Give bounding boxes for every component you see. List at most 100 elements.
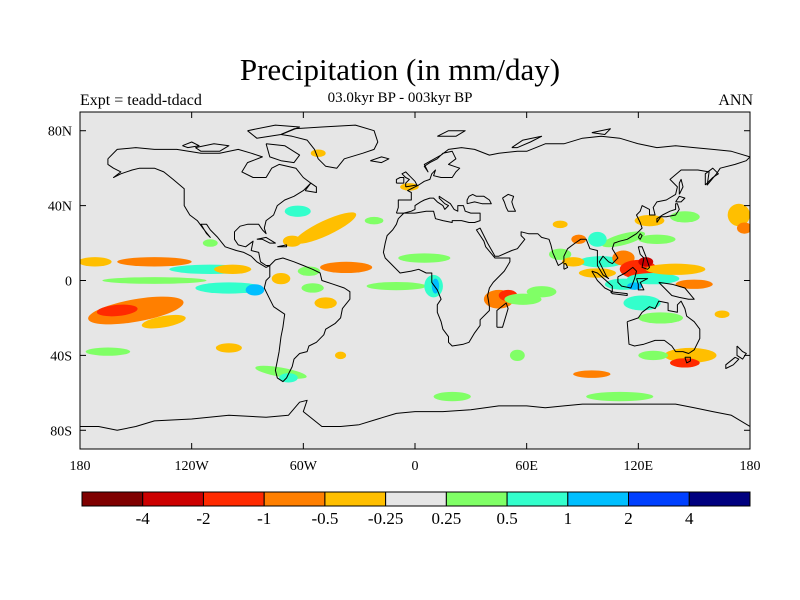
coastline-sulawesi xyxy=(636,278,649,291)
x-tick-label: 120W xyxy=(175,459,210,474)
coastline-layer xyxy=(80,124,750,431)
anomaly-patch xyxy=(573,370,611,378)
anomaly-patch xyxy=(202,239,218,247)
anomaly-patch xyxy=(310,149,326,157)
anomaly-patch xyxy=(96,304,138,317)
anomaly-patch xyxy=(552,220,568,229)
colorbar-swatch xyxy=(324,491,387,507)
anomaly-patch xyxy=(366,281,427,291)
coastline-japan xyxy=(656,203,680,223)
anomaly-patch xyxy=(675,279,713,289)
colorbar-swatch xyxy=(202,491,265,507)
anomaly-patch xyxy=(588,231,607,247)
coastline-svalbard xyxy=(437,130,466,137)
anomaly-patch xyxy=(141,314,186,329)
y-tick-label: 80N xyxy=(48,125,72,140)
anomaly-patch xyxy=(562,257,585,267)
anomaly-patch xyxy=(627,273,680,285)
anomaly-patch xyxy=(669,211,700,223)
coastline-tasmania xyxy=(684,356,691,364)
colorbar-label: -2 xyxy=(196,509,210,528)
x-tick-label: 60W xyxy=(290,459,318,474)
anomaly-patch xyxy=(80,257,112,267)
anomaly-patch xyxy=(398,253,451,263)
coastline-antarctica xyxy=(80,399,750,431)
anomaly-patch xyxy=(364,216,384,225)
colorbar-swatch xyxy=(142,491,204,507)
colorbar-swatch xyxy=(506,491,569,507)
anomaly-patch xyxy=(571,234,587,244)
anomaly-patch xyxy=(638,350,669,361)
coastline-hokkaido xyxy=(675,195,686,203)
coastline-taiwan xyxy=(637,233,643,240)
anomaly-patch xyxy=(282,235,302,247)
coastline-philippines xyxy=(637,246,650,270)
anomaly-patch xyxy=(509,349,525,362)
coastline-greenland xyxy=(280,124,379,169)
coastline-new-guinea xyxy=(658,281,695,300)
coastline-sri-lanka xyxy=(563,263,569,270)
y-tick-label: 80S xyxy=(50,424,72,439)
coastline-novaya-zemlya xyxy=(511,135,543,149)
anomaly-patch xyxy=(214,264,252,274)
season-label: ANN xyxy=(718,92,753,109)
anomaly-patch xyxy=(117,257,192,267)
colorbar-swatch xyxy=(81,491,144,507)
anomaly-patch xyxy=(638,312,684,324)
x-tick-label: 120E xyxy=(624,459,654,474)
x-tick-label: 180 xyxy=(740,459,761,474)
y-tick-label: 40S xyxy=(50,349,72,364)
coastline-caspian xyxy=(502,193,516,212)
anomaly-patch xyxy=(334,351,347,360)
coastline-madagascar xyxy=(496,302,509,328)
anomaly-patch xyxy=(504,293,542,305)
anomaly-patch xyxy=(669,358,700,368)
coastline-north-america xyxy=(107,147,312,268)
anomaly-patch xyxy=(195,282,263,294)
experiment-label: Expt = teadd-tdacd xyxy=(80,92,202,109)
anomaly-patch xyxy=(85,347,131,356)
y-tick-label: 0 xyxy=(65,275,72,290)
anomaly-patch xyxy=(526,286,557,298)
anomaly-patch xyxy=(638,257,654,267)
anomaly-patch xyxy=(645,263,706,275)
anomaly-patch xyxy=(578,256,624,268)
coastline-cuba xyxy=(256,236,276,244)
coastline-ellesmere xyxy=(247,124,301,139)
coastline-australia xyxy=(626,300,701,354)
colorbar-label: -0.25 xyxy=(368,509,403,528)
anomaly-patch xyxy=(736,222,750,234)
coastline-eurasia-africa xyxy=(382,135,750,347)
coastline-new-zealand-north xyxy=(736,345,747,360)
coastline-iceland xyxy=(370,156,390,164)
coastline-british-isles xyxy=(401,171,418,188)
anomaly-patch xyxy=(586,391,654,402)
x-tick-label: 180 xyxy=(70,459,91,474)
coastline-new-zealand-south xyxy=(725,356,740,369)
chart-title: Precipitation (in mm/day) xyxy=(239,52,561,87)
anomaly-patch xyxy=(295,212,357,244)
coastline-kamchatka-tip xyxy=(704,167,719,186)
coastline-banks-island xyxy=(182,141,200,149)
colorbar-swatch xyxy=(688,491,751,507)
chart-subtitle: 03.0kyr BP - 003kyr BP xyxy=(327,90,473,106)
anomaly-patch xyxy=(271,273,291,285)
colorbar-swatch xyxy=(628,491,690,507)
coastline-victoria-island xyxy=(195,143,230,152)
anomaly-patch xyxy=(634,214,665,227)
x-tick-label: 0 xyxy=(412,459,419,474)
anomaly-patch xyxy=(433,391,471,402)
colorbar-label: -0.5 xyxy=(311,509,338,528)
anomaly-patch xyxy=(215,343,242,353)
coastline-hispaniola xyxy=(277,244,288,248)
colorbar-label: 1 xyxy=(564,509,573,528)
axis-layer: 180 120W 60W 0 60E 120E 180 80N 40N 0 40S 80S xyxy=(48,112,761,474)
coastline-newfoundland xyxy=(304,182,317,193)
colorbar-label: 4 xyxy=(685,509,694,528)
anomaly-patch xyxy=(245,284,265,296)
coastline-severnaya-zemlya xyxy=(591,128,611,135)
colorbar-swatch xyxy=(263,491,326,507)
colorbar-swatch xyxy=(445,491,508,507)
colorbar-label: 0.25 xyxy=(431,509,461,528)
anomaly-patch xyxy=(284,205,311,217)
